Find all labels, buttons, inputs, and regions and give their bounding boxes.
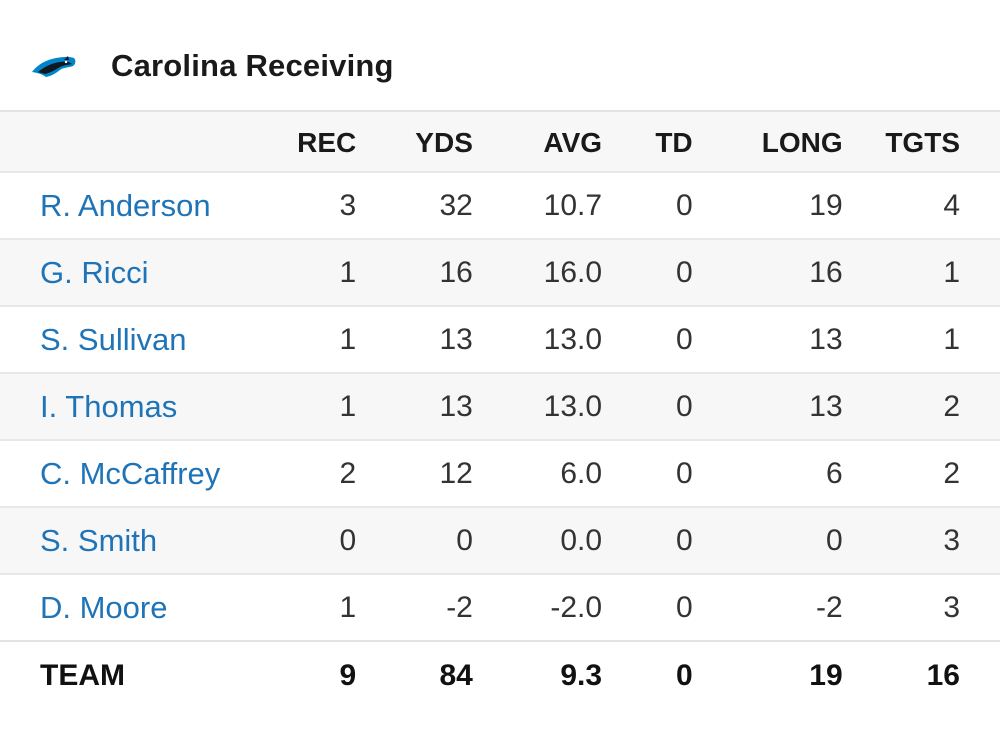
column-header-long: LONG <box>761 126 843 158</box>
cell-td: 0 <box>675 523 693 557</box>
player-link[interactable]: S. Sullivan <box>40 321 187 357</box>
cell-yds: 16 <box>439 255 473 289</box>
section-title: Carolina Receiving <box>111 48 394 83</box>
table-row: C. McCaffrey 2 12 6.0 0 6 2 <box>0 440 1000 507</box>
player-link[interactable]: I. Thomas <box>40 388 178 424</box>
table-row: S. Smith 0 0 0.0 0 0 3 <box>0 507 1000 574</box>
cell-tgts: 1 <box>943 322 960 356</box>
column-header-yds: YDS <box>415 126 473 158</box>
total-rec: 9 <box>339 658 357 692</box>
cell-long: 13 <box>809 389 843 423</box>
total-td: 0 <box>675 658 693 692</box>
cell-td: 0 <box>675 590 693 624</box>
column-header-tgts: TGTS <box>885 126 960 158</box>
cell-avg: 0.0 <box>560 523 603 557</box>
total-avg: 9.3 <box>560 658 603 692</box>
panthers-logo-icon <box>32 56 76 77</box>
total-yds: 84 <box>439 658 473 692</box>
cell-long: 13 <box>809 322 843 356</box>
cell-long: -2 <box>815 590 843 624</box>
cell-avg: 13.0 <box>543 322 603 356</box>
cell-avg: 6.0 <box>560 456 603 490</box>
cell-rec: 1 <box>339 322 357 356</box>
table-row: G. Ricci 1 16 16.0 0 16 1 <box>0 239 1000 306</box>
column-header-avg: AVG <box>543 126 603 158</box>
cell-td: 0 <box>675 322 693 356</box>
cell-rec: 1 <box>339 590 357 624</box>
column-header-player <box>0 112 250 172</box>
cell-tgts: 4 <box>943 188 960 222</box>
player-link[interactable]: R. Anderson <box>40 187 211 223</box>
team-label: TEAM <box>40 658 125 692</box>
cell-tgts: 3 <box>943 523 960 557</box>
cell-long: 19 <box>809 188 843 222</box>
player-link[interactable]: D. Moore <box>40 589 168 625</box>
cell-td: 0 <box>675 389 693 423</box>
cell-td: 0 <box>675 456 693 490</box>
cell-rec: 1 <box>339 389 357 423</box>
player-link[interactable]: C. McCaffrey <box>40 455 221 491</box>
table-row: D. Moore 1 -2 -2.0 0 -2 3 <box>0 574 1000 641</box>
cell-tgts: 2 <box>943 456 960 490</box>
cell-yds: 0 <box>456 523 473 557</box>
cell-td: 0 <box>675 255 693 289</box>
player-link[interactable]: S. Smith <box>40 522 158 558</box>
cell-yds: 13 <box>439 322 473 356</box>
cell-long: 16 <box>809 255 843 289</box>
cell-yds: 12 <box>439 456 473 490</box>
player-link[interactable]: G. Ricci <box>40 254 149 290</box>
section-header: Carolina Receiving <box>0 0 1000 112</box>
total-long: 19 <box>809 658 843 692</box>
cell-avg: 16.0 <box>543 255 603 289</box>
cell-rec: 2 <box>339 456 357 490</box>
cell-yds: -2 <box>446 590 473 624</box>
cell-rec: 0 <box>339 523 357 557</box>
cell-yds: 13 <box>439 389 473 423</box>
total-tgts: 16 <box>926 658 960 692</box>
table-header-row: REC YDS AVG TD LONG TGTS <box>0 112 1000 172</box>
table-row: R. Anderson 3 32 10.7 0 19 4 <box>0 172 1000 239</box>
column-header-td: TD <box>655 126 693 158</box>
table-row: I. Thomas 1 13 13.0 0 13 2 <box>0 373 1000 440</box>
team-totals-row: TEAM 9 84 9.3 0 19 16 <box>0 641 1000 709</box>
cell-long: 6 <box>825 456 843 490</box>
cell-yds: 32 <box>439 188 473 222</box>
cell-tgts: 3 <box>943 590 960 624</box>
receiving-stats-table: REC YDS AVG TD LONG TGTS R. Anderson 3 3… <box>0 112 1000 709</box>
column-header-rec: REC <box>297 126 357 158</box>
table-row: S. Sullivan 1 13 13.0 0 13 1 <box>0 306 1000 373</box>
cell-avg: 10.7 <box>543 188 603 222</box>
cell-tgts: 1 <box>943 255 960 289</box>
cell-avg: -2.0 <box>550 590 603 624</box>
cell-avg: 13.0 <box>543 389 603 423</box>
cell-rec: 3 <box>339 188 357 222</box>
cell-rec: 1 <box>339 255 357 289</box>
cell-tgts: 2 <box>943 389 960 423</box>
cell-td: 0 <box>675 188 693 222</box>
cell-long: 0 <box>825 523 843 557</box>
